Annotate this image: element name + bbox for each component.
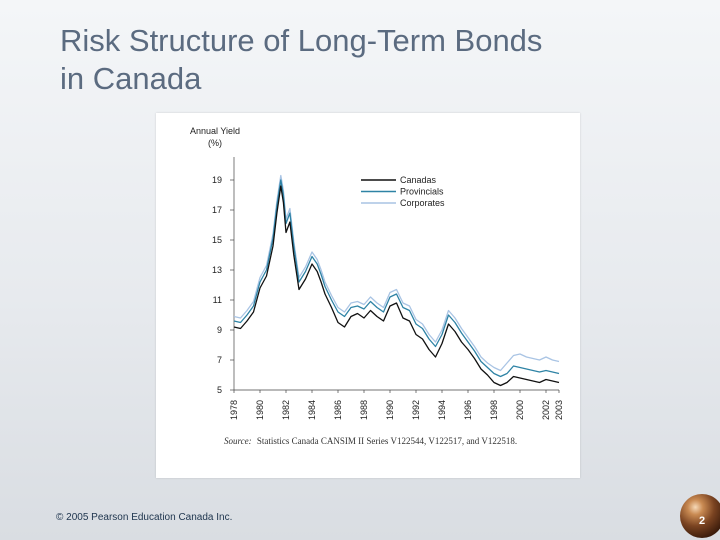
series-lines xyxy=(233,174,560,387)
page-orb-graphic xyxy=(680,494,720,538)
x-tick-label: 1990 xyxy=(385,400,395,420)
x-tick-label: 1978 xyxy=(229,400,239,420)
series-line-canadas xyxy=(233,185,560,387)
chart-panel: Annual Yield (%) 5 7 9 11 13 15 17 19 1978 1980 1… xyxy=(156,113,580,478)
y-tick-label: 11 xyxy=(213,295,222,305)
x-tick-label: 1980 xyxy=(255,400,265,420)
x-tick-label: 1982 xyxy=(281,400,291,420)
legend-label-corporates: Corporates xyxy=(400,198,445,208)
y-tick-label: 7 xyxy=(217,355,222,365)
x-tick-label: 1988 xyxy=(359,400,369,420)
slide-title-line1: Risk Structure of Long-Term Bonds xyxy=(60,23,543,58)
y-axis-label-line2: (%) xyxy=(208,138,222,148)
legend-label-provincials: Provincials xyxy=(400,187,444,197)
y-axis-ticks: 5 7 9 11 13 15 17 19 xyxy=(212,157,235,395)
legend-label-canadas: Canadas xyxy=(400,175,437,185)
x-tick-label: 1986 xyxy=(333,400,343,420)
y-tick-label: 5 xyxy=(217,385,222,395)
x-tick-label: 2002 xyxy=(541,400,551,420)
footer-copyright: © 2005 Pearson Education Canada Inc. xyxy=(56,512,233,523)
source-note: Source: Statistics Canada CANSIM II Seri… xyxy=(224,436,517,446)
x-axis-ticks: 1978 1980 1982 1984 1986 1988 1990 1992 1994 1996… xyxy=(229,389,564,420)
slide-title-line2: in Canada xyxy=(60,61,202,96)
y-axis-label-line1: Annual Yield xyxy=(190,126,240,136)
x-tick-label: 2003 xyxy=(554,400,564,420)
x-tick-label: 1992 xyxy=(411,400,421,420)
series-line-corporates xyxy=(233,174,560,372)
x-tick-label: 1996 xyxy=(463,400,473,420)
x-tick-label: 1998 xyxy=(489,400,499,420)
y-tick-label: 15 xyxy=(212,235,222,245)
y-tick-label: 13 xyxy=(212,265,222,275)
x-tick-label: 1984 xyxy=(307,400,317,420)
series-line-provincials xyxy=(233,179,560,378)
slide-title: Risk Structure of Long-Term Bonds in Can… xyxy=(60,22,700,98)
source-text: Statistics Canada CANSIM II Series V1225… xyxy=(257,436,517,446)
y-tick-label: 17 xyxy=(212,205,222,215)
y-tick-label: 9 xyxy=(217,325,222,335)
x-tick-label: 1994 xyxy=(437,400,447,420)
page-number: 2 xyxy=(698,515,706,527)
x-tick-label: 2000 xyxy=(515,400,525,420)
y-tick-label: 19 xyxy=(212,175,222,185)
source-label: Source: xyxy=(224,436,252,446)
